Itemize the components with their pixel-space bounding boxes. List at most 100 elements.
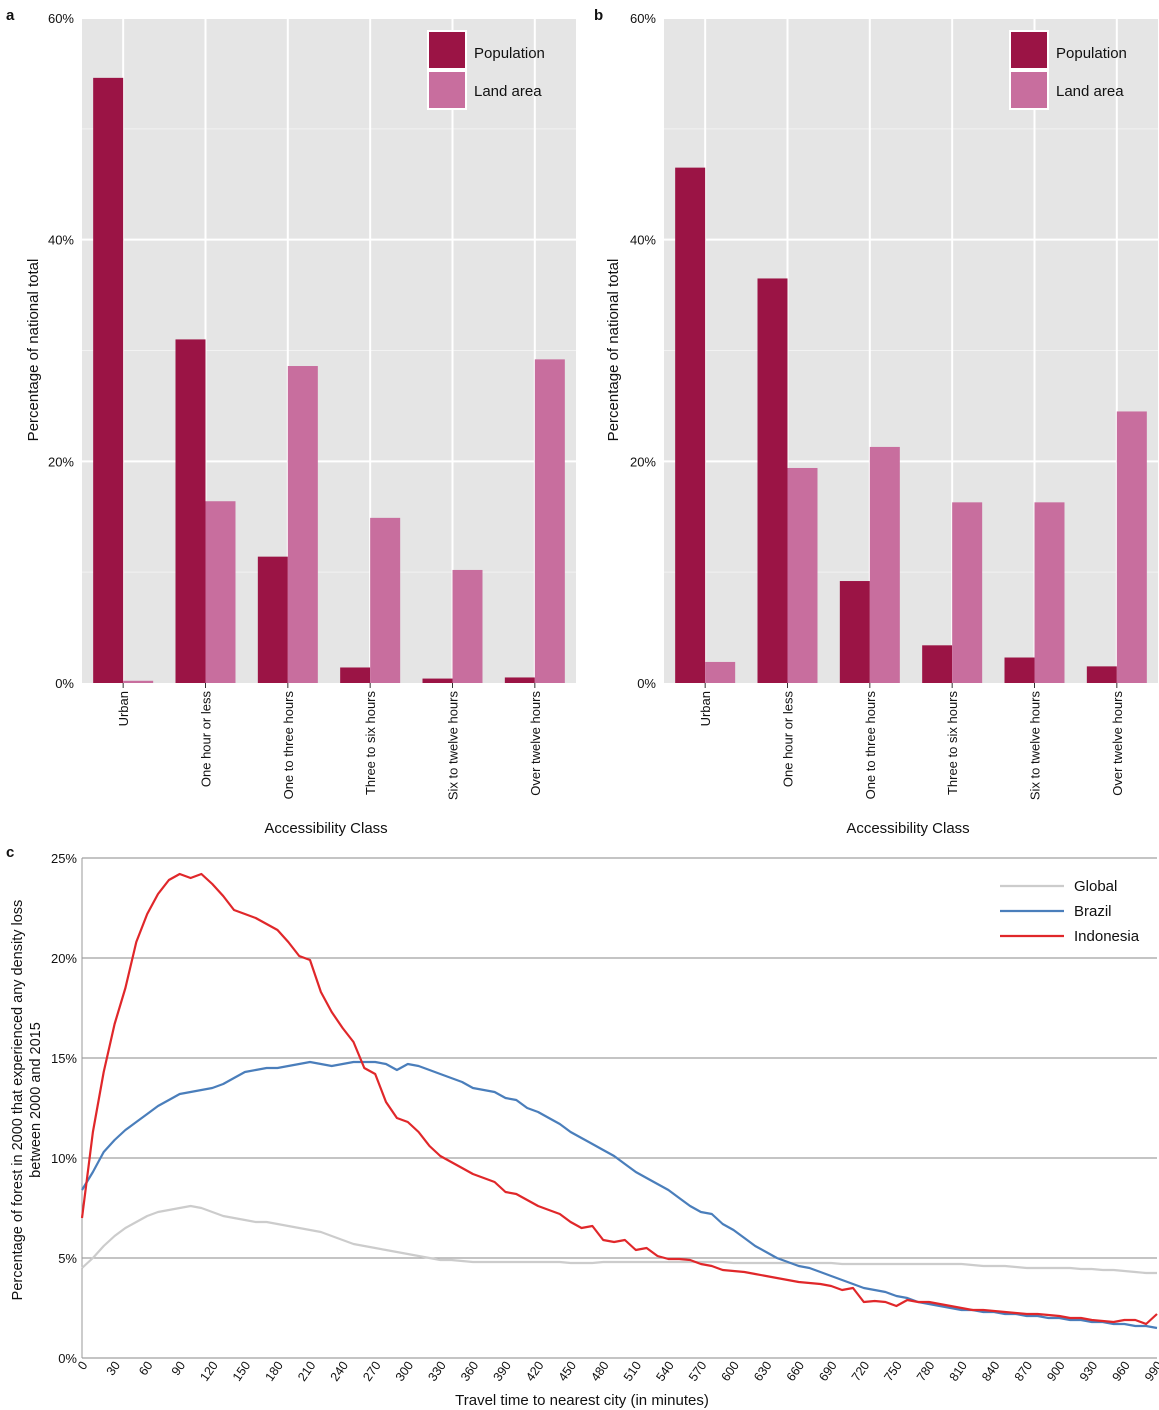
legend-label-brazil: Brazil [1074,903,1112,920]
x-tick-label-c: 810 [947,1359,970,1384]
y-tick-label-c: 25% [51,851,77,866]
series-lines-c [80,872,1158,1330]
bar-population-urban-b [675,167,706,683]
x-tick-label-c: 240 [328,1359,351,1384]
panel-label-b: b [594,7,603,24]
x-tick-label-c: 660 [784,1359,807,1384]
x-tick-label-c: 210 [295,1359,318,1384]
x-tick-label-c: 930 [1077,1359,1100,1384]
x-axis-title-b: Accessibility Class [846,820,969,837]
x-tick-label-c: 900 [1044,1359,1067,1384]
x-tick-label-c: 510 [621,1359,644,1384]
bar-land-area-three-to-six-hours-b [952,502,983,683]
bar-population-six-to-twelve-hours-a [422,678,453,683]
bar-population-urban-a [93,77,124,684]
y-tick-label-b: 20% [630,454,656,469]
x-tick-label-c: 750 [881,1359,904,1384]
panel-label-a: a [6,7,15,24]
x-tick-label-c: 630 [751,1359,774,1384]
legend-label-land-area-b: Land area [1056,83,1124,100]
x-axis-title-c: Travel time to nearest city (in minutes) [455,1392,709,1409]
x-tick-label-over-twelve-hours-a: Over twelve hours [528,691,543,796]
bar-land-area-one-hour-or-less-b [787,467,818,683]
bars-b [675,167,1147,683]
legend-swatch-land-area-a [427,70,467,110]
x-tick-label-c: 90 [169,1359,188,1378]
x-tick-label-c: 690 [816,1359,839,1384]
bar-population-one-to-three-hours-a [257,556,288,683]
x-tick-label-c: 30 [104,1359,123,1378]
x-tick-label-c: 600 [719,1359,742,1384]
y-tick-labels-c: 0% 5% 10% 15% 20% 25% [51,851,77,1366]
bar-land-area-urban-a [123,680,154,683]
x-tick-label-c: 360 [458,1359,481,1384]
x-tick-labels-b: Urban One hour or less One to three hours T… [698,683,1125,800]
x-tick-label-c: 180 [262,1359,285,1384]
bar-land-area-six-to-twelve-hours-b [1034,502,1065,683]
bar-land-area-over-twelve-hours-a [534,359,565,683]
x-tick-label-c: 570 [686,1359,709,1384]
gridlines-c [82,857,1157,1359]
x-tick-label-c: 420 [523,1359,546,1384]
bar-land-area-urban-b [705,661,736,683]
line-chart-c: 0% 5% 10% 15% 20% 25% 0 30 60 90 120 150 180 210 240 2… [10,851,1159,1409]
legend-label-land-area-a: Land area [474,83,542,100]
panel-label-c: c [6,844,14,861]
bar-chart-b: 0% 20% 40% 60% Urban One hour or less One to … [605,11,1158,837]
bar-population-one-hour-or-less-a [175,339,206,683]
series-line-indonesia [80,872,1158,1326]
y-tick-label-c: 5% [58,1251,77,1266]
x-tick-label-c: 60 [136,1359,155,1378]
legend-label-global: Global [1074,878,1117,895]
x-tick-label-c: 840 [979,1359,1002,1384]
x-tick-label-one-hour-or-less-b: One hour or less [781,691,796,788]
bar-population-one-hour-or-less-b [757,278,788,683]
bar-land-area-one-to-three-hours-b [869,446,900,683]
y-tick-label-b: 60% [630,11,656,26]
legend-b: Population Land area [1009,30,1127,110]
bar-population-three-to-six-hours-a [340,667,371,683]
y-axis-title-b: Percentage of national total [605,259,622,442]
x-tick-label-c: 990 [1142,1359,1159,1384]
legend-swatch-population-b [1009,30,1049,70]
legend-swatch-land-area-b [1009,70,1049,110]
x-tick-label-c: 960 [1109,1359,1132,1384]
x-tick-label-c: 330 [425,1359,448,1384]
legend-label-population-a: Population [474,45,545,62]
x-tick-label-c: 0 [75,1359,90,1373]
bar-land-area-over-twelve-hours-b [1116,411,1147,683]
x-tick-label-c: 720 [849,1359,872,1384]
legend-a: Population Land area [427,30,545,110]
x-tick-label-one-to-three-hours-b: One to three hours [863,691,878,800]
x-tick-label-c: 450 [556,1359,579,1384]
y-axis-title-a: Percentage of national total [25,259,42,442]
y-axis-title-c-line2: between 2000 and 2015 [28,1022,44,1178]
legend-label-population-b: Population [1056,45,1127,62]
y-tick-label-a: 0% [55,676,74,691]
y-tick-label-a: 40% [48,233,74,248]
x-tick-label-c: 780 [914,1359,937,1384]
x-tick-label-urban-b: Urban [698,691,713,726]
bar-chart-a: 0% 20% 40% 60% Urban One hour or less One to … [25,11,576,837]
bar-land-area-three-to-six-hours-a [370,517,401,683]
x-tick-label-three-to-six-hours-b: Three to six hours [945,691,960,796]
x-tick-label-three-to-six-hours-a: Three to six hours [363,691,378,796]
y-tick-label-a: 20% [48,454,74,469]
x-tick-label-one-to-three-hours-a: One to three hours [281,691,296,800]
bar-population-three-to-six-hours-b [922,645,953,683]
x-tick-label-six-to-twelve-hours-a: Six to twelve hours [446,691,461,801]
bar-land-area-one-hour-or-less-a [205,501,236,683]
x-tick-label-c: 870 [1012,1359,1035,1384]
x-tick-label-over-twelve-hours-b: Over twelve hours [1110,691,1125,796]
x-axis-title-a: Accessibility Class [264,820,387,837]
x-tick-label-one-hour-or-less-a: One hour or less [199,691,214,788]
bars-a [93,77,565,684]
bar-land-area-one-to-three-hours-a [287,366,318,683]
legend-c: Global Brazil Indonesia [1000,878,1140,945]
x-tick-label-c: 150 [230,1359,253,1384]
x-tick-label-c: 390 [491,1359,514,1384]
series-line-brazil [81,1060,1158,1330]
x-tick-labels-a: Urban One hour or less One to three hours T… [116,683,543,800]
y-tick-label-b: 0% [637,676,656,691]
